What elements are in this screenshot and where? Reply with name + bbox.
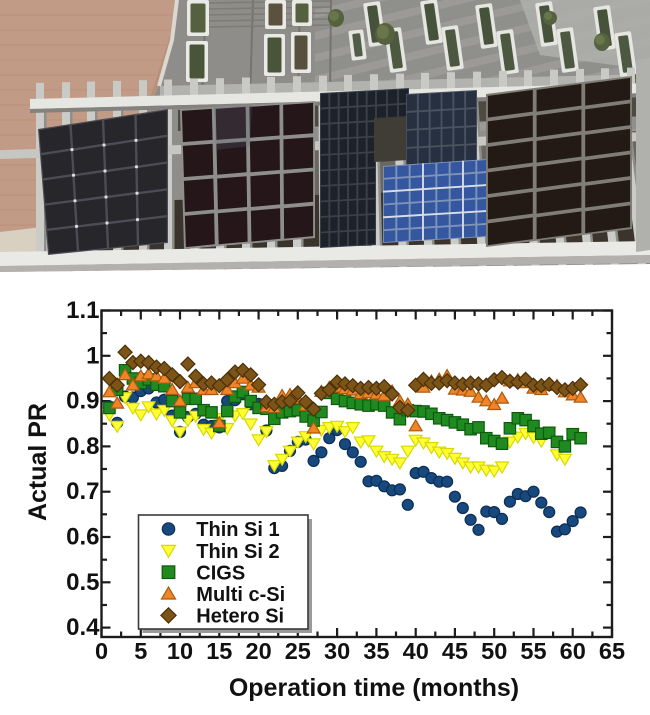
svg-text:Multi c-Si: Multi c-Si bbox=[196, 584, 285, 606]
svg-text:1: 1 bbox=[86, 342, 99, 369]
svg-text:30: 30 bbox=[324, 638, 350, 664]
svg-text:1.1: 1.1 bbox=[66, 297, 99, 324]
svg-text:40: 40 bbox=[403, 638, 429, 664]
svg-text:45: 45 bbox=[442, 638, 468, 664]
svg-text:20: 20 bbox=[246, 638, 272, 664]
svg-text:CIGS: CIGS bbox=[196, 562, 245, 584]
svg-text:0.4: 0.4 bbox=[66, 614, 100, 641]
svg-text:35: 35 bbox=[363, 638, 389, 664]
svg-text:60: 60 bbox=[560, 638, 586, 664]
svg-text:25: 25 bbox=[285, 638, 311, 664]
svg-text:10: 10 bbox=[167, 638, 193, 664]
svg-text:0.9: 0.9 bbox=[66, 388, 99, 415]
svg-text:5: 5 bbox=[134, 638, 147, 664]
svg-text:Actual PR: Actual PR bbox=[24, 403, 52, 521]
svg-text:Operation time (months): Operation time (months) bbox=[229, 674, 519, 702]
svg-text:65: 65 bbox=[599, 638, 625, 664]
svg-text:Hetero Si: Hetero Si bbox=[196, 606, 284, 628]
svg-text:0: 0 bbox=[95, 638, 108, 664]
svg-text:0.7: 0.7 bbox=[66, 478, 99, 505]
svg-text:15: 15 bbox=[206, 638, 232, 664]
svg-text:0.5: 0.5 bbox=[66, 569, 99, 596]
svg-text:Thin Si 1: Thin Si 1 bbox=[196, 519, 279, 541]
svg-text:Thin Si 2: Thin Si 2 bbox=[196, 541, 279, 563]
svg-text:0.8: 0.8 bbox=[66, 433, 99, 460]
svg-text:50: 50 bbox=[481, 638, 507, 664]
svg-text:55: 55 bbox=[520, 638, 546, 664]
svg-text:0.6: 0.6 bbox=[66, 524, 99, 551]
